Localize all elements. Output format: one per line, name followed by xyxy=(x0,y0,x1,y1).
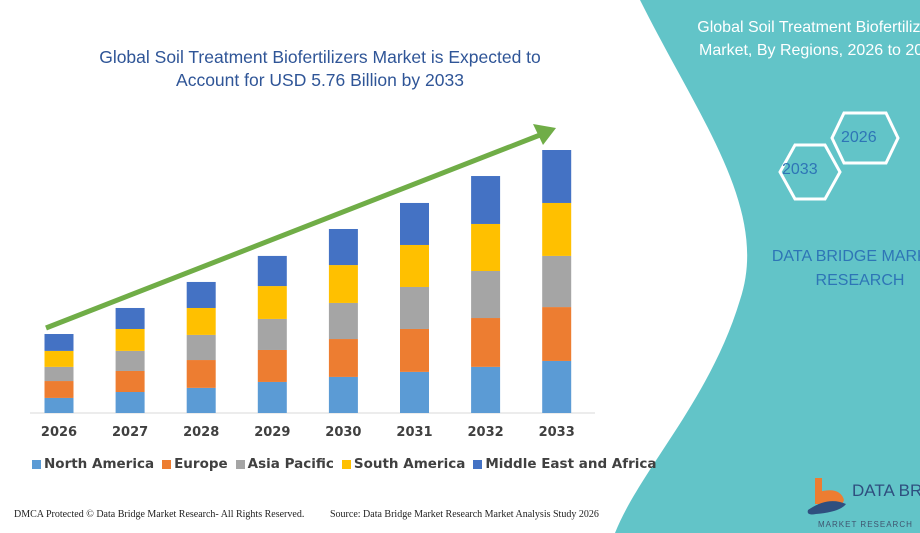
bar-segment-2028-asia-pacific xyxy=(186,334,216,361)
legend-swatch xyxy=(473,459,483,469)
bar-segment-2032-middle-east-and-africa xyxy=(471,176,501,224)
brand-line1: DATA BRIDGE MARKET xyxy=(771,248,920,265)
x-tick-label: 2030 xyxy=(325,425,362,440)
x-tick-label: 2031 xyxy=(396,425,433,440)
bar-segment-2027-europe xyxy=(115,370,145,392)
copyright-text: DMCA Protected © Data Bridge Market Rese… xyxy=(14,509,305,520)
bar-segment-2026-north-america xyxy=(44,397,74,413)
side-title-line2: Market, By Regions, 2026 to 2033 xyxy=(699,42,920,59)
bar-segment-2033-middle-east-and-africa xyxy=(542,150,572,203)
legend-item: South America xyxy=(341,456,466,472)
legend-swatch xyxy=(341,459,351,469)
chart-title: Global Soil Treatment Biofertilizers Mar… xyxy=(99,47,541,90)
bar-segment-2031-north-america xyxy=(400,371,429,413)
legend-label: Europe xyxy=(174,456,228,472)
hex-label-2033: 2033 xyxy=(782,161,818,178)
bar-segment-2030-north-america xyxy=(328,376,358,413)
legend: North America Europe Asia Pacific South Ame… xyxy=(32,456,657,472)
bar-segment-2033-europe xyxy=(542,307,572,361)
bar-segment-2033-asia-pacific xyxy=(542,255,572,308)
bar-segment-2028-middle-east-and-africa xyxy=(186,281,216,308)
bar-segment-2029-south-america xyxy=(257,286,287,319)
bar-segment-2032-europe xyxy=(471,318,501,367)
legend-label: North America xyxy=(44,456,155,472)
x-tick-label: 2026 xyxy=(40,425,78,440)
x-tick-label: 2029 xyxy=(254,425,291,440)
bar-segment-2031-middle-east-and-africa xyxy=(400,202,429,245)
bar-segment-2027-south-america xyxy=(115,328,145,351)
legend-item: Middle East and Africa xyxy=(473,456,657,472)
side-title-line1: Global Soil Treatment Biofertilizers xyxy=(697,19,920,36)
bar-segment-2029-middle-east-and-africa xyxy=(257,255,287,287)
bar-segment-2029-europe xyxy=(257,349,287,382)
bar-segment-2028-north-america xyxy=(186,387,216,413)
bar-segment-2031-south-america xyxy=(400,244,429,287)
legend-swatch xyxy=(235,459,245,469)
brand-text: DATA BRIDGE MARKET RESEARCH xyxy=(760,245,920,293)
bar-segment-2030-europe xyxy=(328,339,358,377)
brand-line2: RESEARCH xyxy=(815,272,905,289)
bar-segment-2028-europe xyxy=(186,360,216,388)
x-tick-label: 2028 xyxy=(183,425,220,440)
legend-label: Middle East and Africa xyxy=(485,456,657,472)
side-panel-background xyxy=(615,0,920,533)
bar-segment-2031-europe xyxy=(400,328,429,372)
logo-subtext: MARKET RESEARCH xyxy=(818,520,913,529)
bar-segment-2028-south-america xyxy=(186,307,216,335)
bar-segment-2026-europe xyxy=(44,381,74,398)
bar-segment-2031-asia-pacific xyxy=(400,286,429,329)
legend-swatch xyxy=(162,459,172,469)
bar-segment-2026-south-america xyxy=(44,350,74,367)
x-tick-label: 2033 xyxy=(538,425,575,440)
legend-swatch xyxy=(32,459,41,469)
x-tick-label: 2027 xyxy=(112,425,149,440)
x-tick-label: 2032 xyxy=(467,425,504,440)
source-text: Source: Data Bridge Market Research Mark… xyxy=(330,509,599,520)
bar-segment-2030-asia-pacific xyxy=(328,302,358,340)
bar-segment-2032-asia-pacific xyxy=(471,270,501,319)
legend-item: North America xyxy=(32,456,154,472)
bar-segment-2027-north-america xyxy=(115,391,145,413)
bar-segment-2032-north-america xyxy=(471,366,501,413)
bar-segment-2030-south-america xyxy=(328,265,358,303)
bar-segment-2029-asia-pacific xyxy=(257,318,287,350)
hexagon-2033 xyxy=(778,143,842,201)
bar-segment-2030-middle-east-and-africa xyxy=(328,228,358,266)
legend-item: Europe xyxy=(162,456,228,472)
trend-arrow xyxy=(45,124,556,331)
bar-segment-2033-south-america xyxy=(542,202,572,256)
legend-label: Asia Pacific xyxy=(247,456,334,472)
logo-text: DATA BRIDGE xyxy=(852,481,920,500)
side-panel-title: Global Soil Treatment Biofertilizers Mar… xyxy=(660,16,920,62)
bar-segment-2032-south-america xyxy=(471,223,501,271)
logo-icon xyxy=(807,478,846,515)
legend-label: South America xyxy=(353,456,466,472)
bar-segment-2033-north-america xyxy=(542,360,572,413)
hexagon-2026 xyxy=(830,111,900,165)
bar-segment-2029-north-america xyxy=(257,381,287,413)
bar-segment-2027-asia-pacific xyxy=(115,350,145,371)
bar-segment-2026-middle-east-and-africa xyxy=(44,334,74,351)
bar-segment-2026-asia-pacific xyxy=(44,366,74,382)
bar-segment-2027-middle-east-and-africa xyxy=(115,307,145,329)
hex-label-2026: 2026 xyxy=(841,129,877,146)
legend-item: Asia Pacific xyxy=(235,456,334,472)
stacked-bar-chart xyxy=(30,124,595,414)
